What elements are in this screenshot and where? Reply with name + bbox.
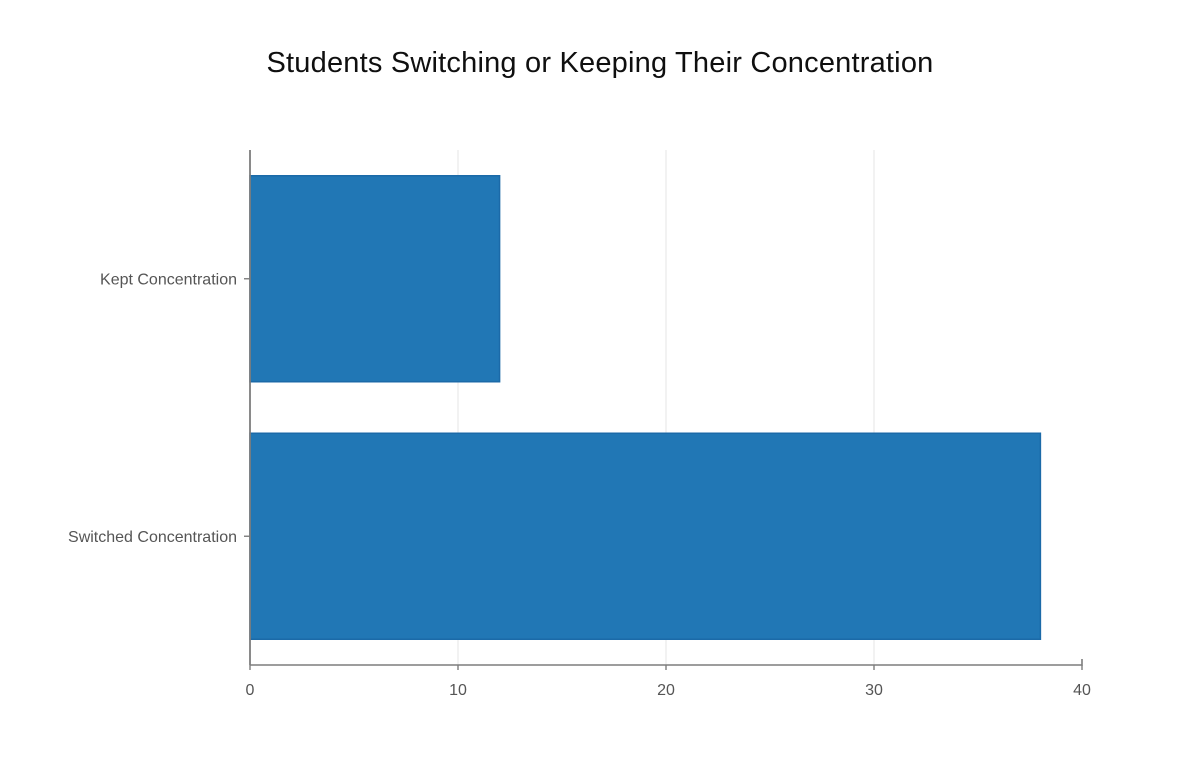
x-tick-label-40: 40 (1073, 682, 1091, 699)
bar-kept-concentration (249, 175, 501, 383)
x-tick-label-0: 0 (246, 682, 255, 699)
x-tick-label-20: 20 (657, 682, 675, 699)
chart-title: Students Switching or Keeping Their Conc… (266, 47, 934, 79)
y-tick-label-kept-concentration: Kept Concentration (100, 271, 237, 288)
bar-switched-concentration (249, 432, 1042, 640)
y-tick-label-switched-concentration: Switched Concentration (68, 529, 237, 546)
x-tick-label-10: 10 (449, 682, 467, 699)
x-tick-label-30: 30 (865, 682, 883, 699)
